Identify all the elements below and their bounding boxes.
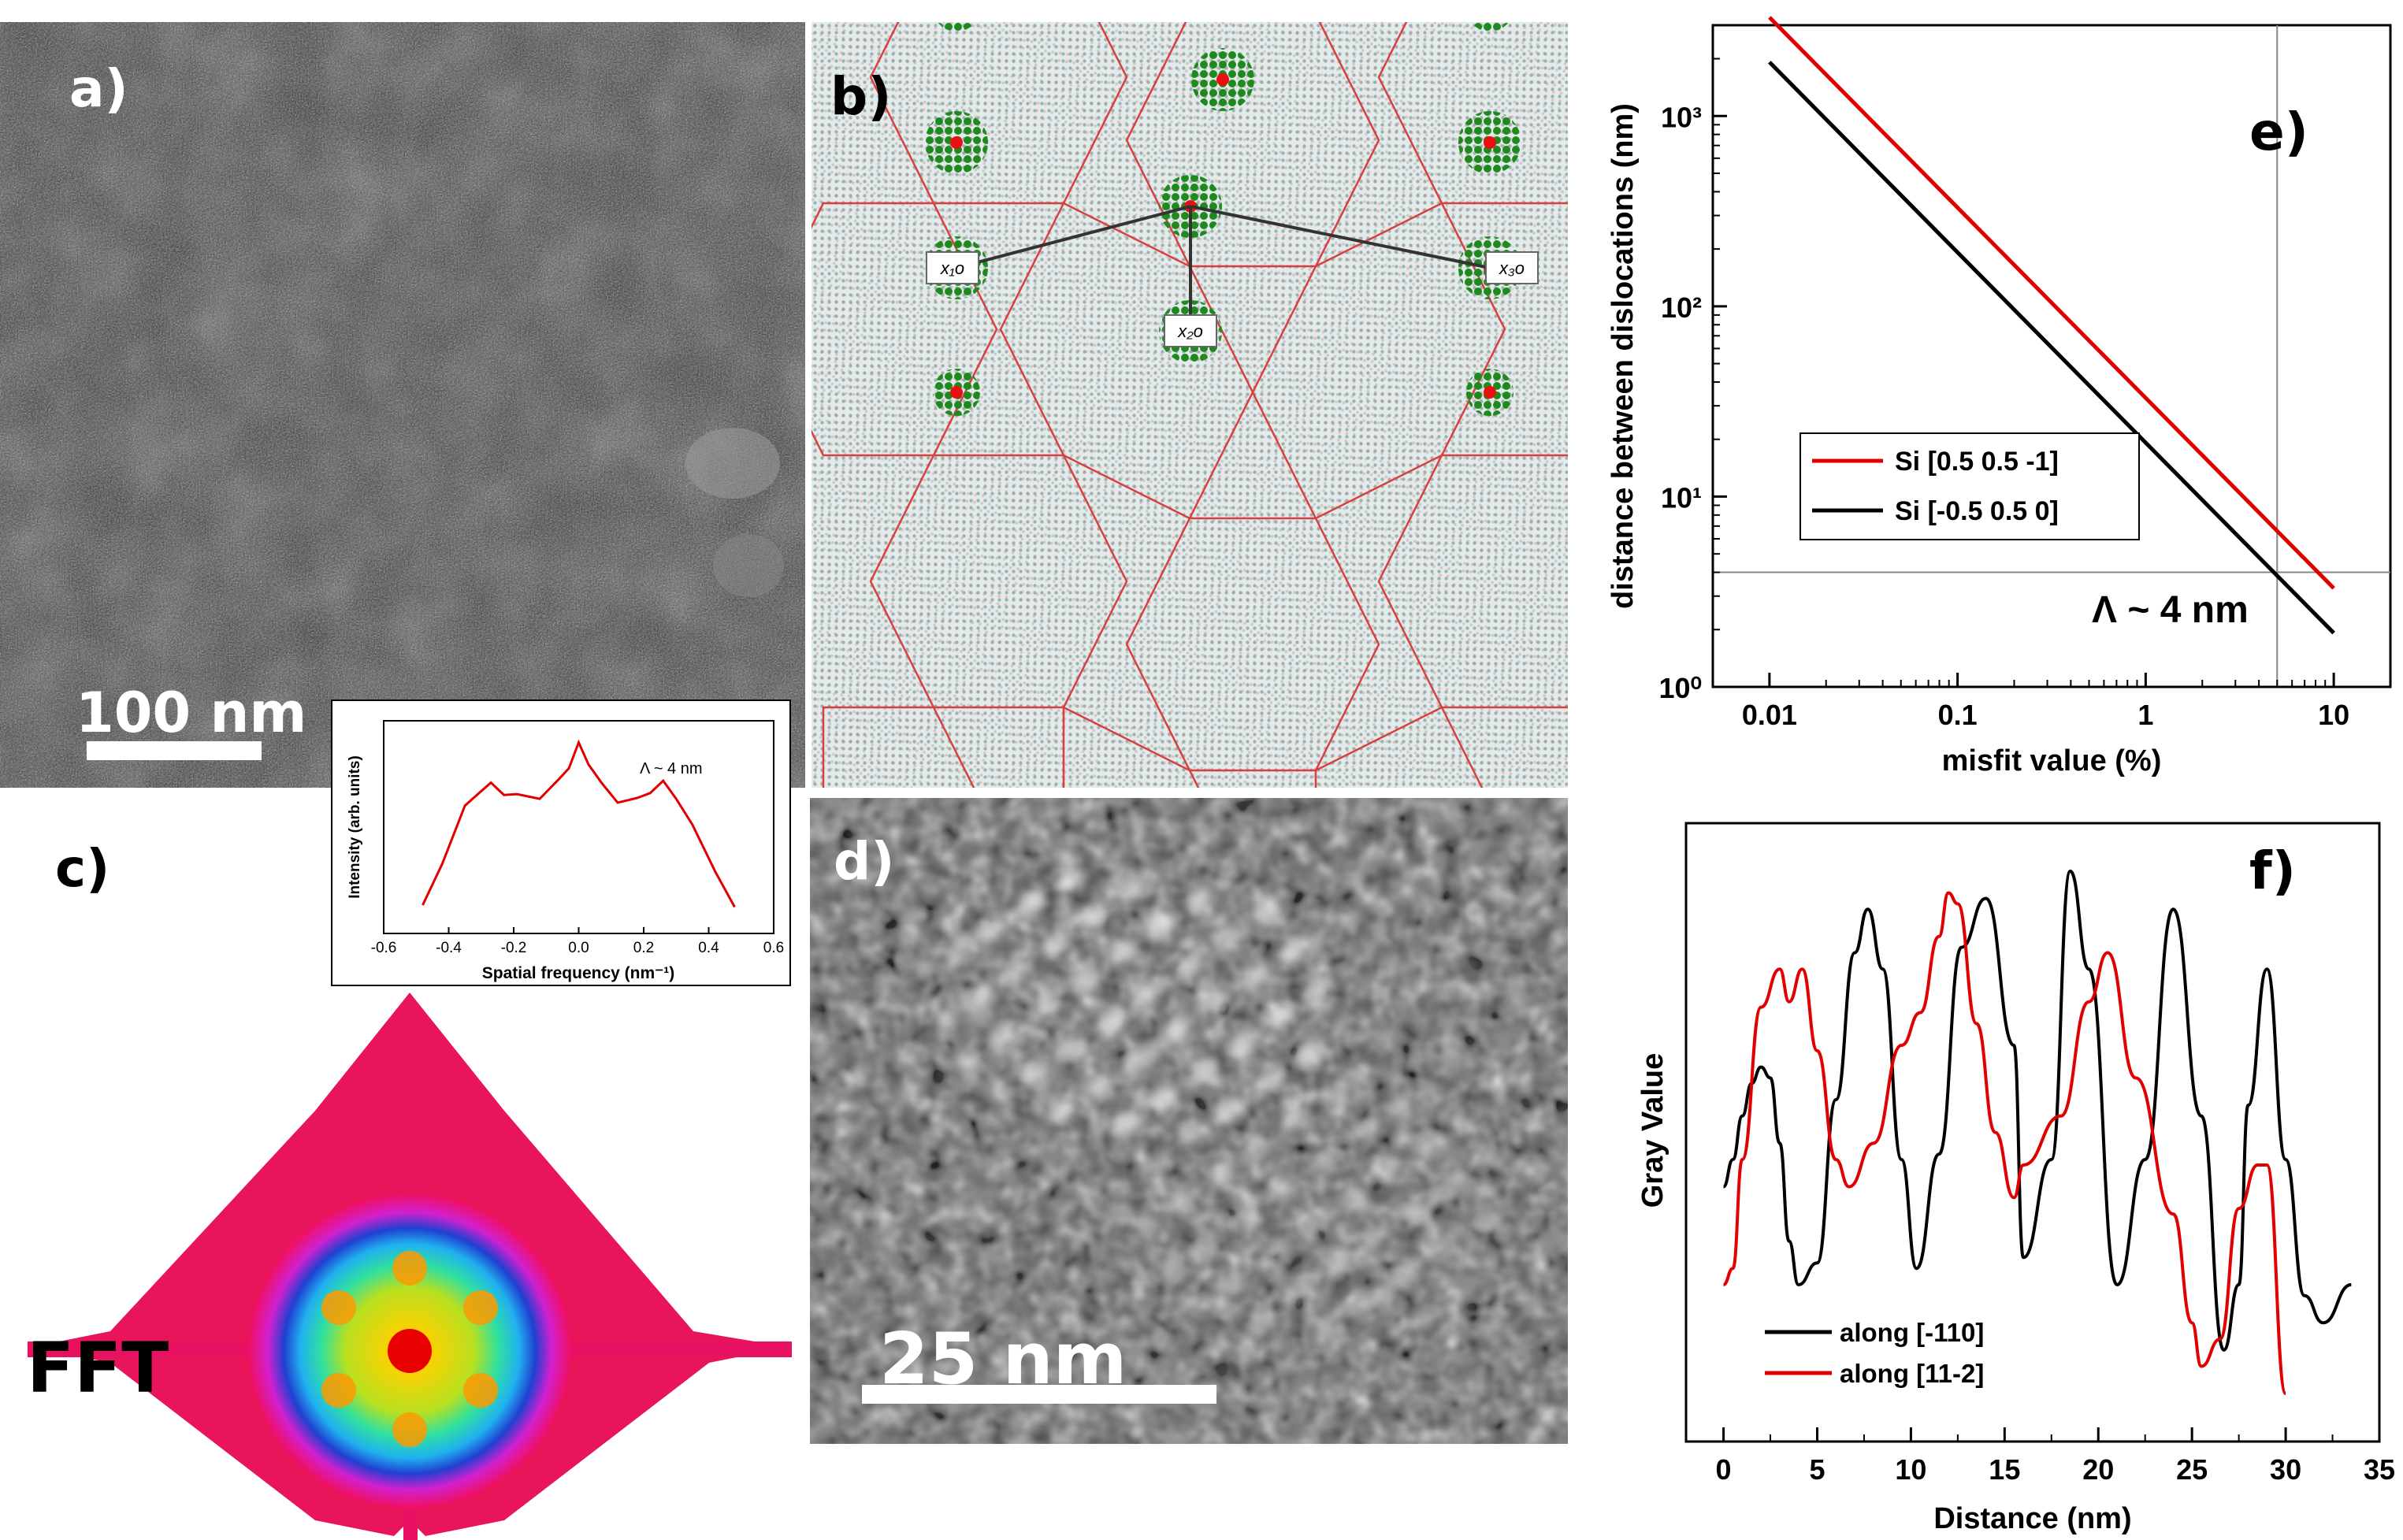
inset-plot-frame <box>383 720 774 934</box>
scalebar-a-label: 100 nm <box>76 681 307 745</box>
chart-e-frame <box>1711 24 2392 688</box>
inset-xtick-label: 0.4 <box>698 940 719 956</box>
ytick-label-e: 10² <box>1661 291 1702 324</box>
xtick-label-e: 1 <box>2137 699 2153 731</box>
zoomed-micrograph <box>810 798 1568 1444</box>
chart-f: 0 5 10 15 20 25 30 35 along [-110] along [11-2]… <box>1636 822 2395 1535</box>
legend-f-label-1: along [11-2] <box>1840 1359 1984 1388</box>
xtick-label-e: 10 <box>2318 699 2349 731</box>
inset-xtick-label: 0.2 <box>633 940 654 956</box>
panel-b-label: b) <box>830 66 892 127</box>
ytick-label-e: 10³ <box>1661 101 1702 133</box>
inset-xtick-label: 0.0 <box>568 940 589 956</box>
inset-ylabel: Intensity (arb. units) <box>347 755 363 899</box>
ylabel-f: Gray Value <box>1636 1053 1669 1208</box>
series-f-0 <box>1722 869 2352 1352</box>
xtick-label-f: 35 <box>2364 1453 2395 1486</box>
inset-annotation: Λ ~ 4 nm <box>640 760 703 777</box>
hexagon-grid <box>812 22 1568 788</box>
xtick-label-f: 5 <box>1809 1453 1825 1486</box>
legend-e: Si [0.5 0.5 -1] Si [-0.5 0.5 0] <box>1799 432 2140 540</box>
panel-c-label: c) <box>55 838 110 899</box>
series-e-1 <box>1768 61 2335 635</box>
chart-e: 0.01 0.1 1 10 10⁰ 10¹ 10² 10³ Si [0.5 0.5 -1] S… <box>1606 16 2392 777</box>
xtick-label-e: 0.01 <box>1742 699 1797 731</box>
panel-b-lattice-model: x₁o x₂o x₃o b) <box>812 22 1568 788</box>
marker-x3: x₃o <box>1499 258 1525 278</box>
fft-surface-plot <box>28 993 792 1540</box>
inset-chart: -0.6 -0.4 -0.2 0.0 0.2 0.4 0.6 Spatial frequen… <box>347 720 784 982</box>
xtick-label-f: 20 <box>2082 1453 2114 1486</box>
tem-micrograph <box>0 22 805 788</box>
panel-f-label: f) <box>2249 841 2296 901</box>
ytick-label-e: 10⁰ <box>1659 672 1702 704</box>
xtick-label-f: 0 <box>1716 1453 1732 1486</box>
series-e-0 <box>1768 16 2335 590</box>
panel-a-tem-image: a) 100 nm <box>0 22 805 788</box>
inset-xlabel: Spatial frequency (nm⁻¹) <box>482 964 674 982</box>
ylabel-e: distance between dislocations (nm) <box>1606 103 1640 609</box>
scalebar-d-label: 25 nm <box>879 1318 1127 1401</box>
scalebar-a <box>87 741 262 760</box>
panel-e-chart: 0.01 0.1 1 10 10⁰ 10¹ 10² 10³ Si [0.5 0.5 -1] S… <box>1576 0 2403 792</box>
xlabel-e: misfit value (%) <box>1942 744 2162 777</box>
ytick-label-e: 10¹ <box>1661 481 1702 514</box>
connection-lines <box>956 205 1491 332</box>
inset-xtick-label: 0.6 <box>763 940 784 956</box>
xlabel-f: Distance (nm) <box>1933 1502 2131 1535</box>
marker-x1: x₁o <box>940 258 964 278</box>
fft-peaks <box>321 1251 498 1447</box>
fft-center-peak <box>388 1329 432 1373</box>
panel-f-chart: 0 5 10 15 20 25 30 35 along [-110] along [11-2]… <box>1576 792 2403 1540</box>
series-f-1 <box>1722 891 2288 1396</box>
marker-x2: x₂o <box>1177 321 1203 341</box>
xtick-label-f: 15 <box>1989 1453 2020 1486</box>
marker-boxes: x₁o x₂o x₃o <box>926 251 1539 347</box>
lattice-diagram: x₁o x₂o x₃o <box>812 22 1568 788</box>
inset-xtick-label: -0.6 <box>371 940 397 956</box>
panel-d-label: d) <box>834 831 895 892</box>
inset-profile-line <box>422 739 736 908</box>
legend-e-label-0: Si [0.5 0.5 -1] <box>1895 447 2059 477</box>
legend-e-label-1: Si [-0.5 0.5 0] <box>1895 496 2059 526</box>
xtick-label-f: 25 <box>2176 1453 2208 1486</box>
fft-caption: FFT <box>27 1327 169 1408</box>
inset-xtick-label: -0.4 <box>436 940 462 956</box>
xtick-label-f: 10 <box>1895 1453 1926 1486</box>
legend-f: along [-110] along [11-2] <box>1765 1318 1984 1388</box>
panel-d-zoom-image: d) 25 nm <box>810 798 1568 1444</box>
xtick-label-f: 30 <box>2270 1453 2301 1486</box>
legend-f-label-0: along [-110] <box>1840 1318 1984 1347</box>
inset-xtick-label: -0.2 <box>501 940 527 956</box>
inset-profile-plot: -0.6 -0.4 -0.2 0.0 0.2 0.4 0.6 Spatial frequen… <box>331 699 791 986</box>
panel-a-label: a) <box>69 58 128 119</box>
annotation-e: Λ ~ 4 nm <box>2092 589 2249 631</box>
panel-e-label: e) <box>2249 102 2308 162</box>
xtick-label-e: 0.1 <box>1938 699 1978 731</box>
scalebar-d <box>862 1385 1216 1404</box>
chart-f-frame <box>1684 822 2381 1443</box>
